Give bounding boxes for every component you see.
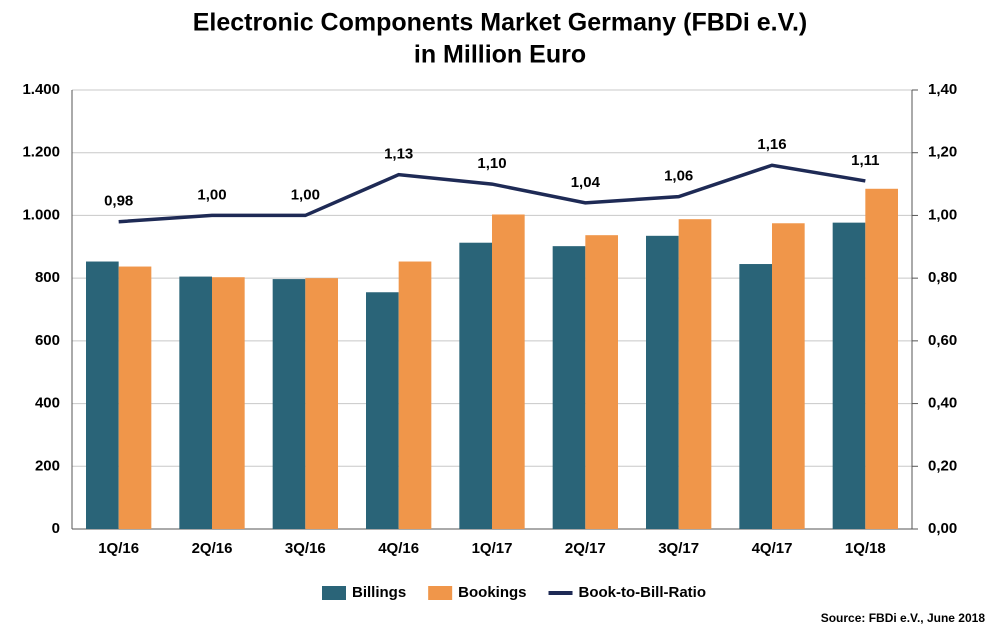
legend-swatch — [322, 586, 346, 600]
y2-tick-label: 0,40 — [928, 395, 957, 412]
y-tick-label: 1.400 — [22, 81, 60, 98]
x-tick-label: 2Q/16 — [192, 540, 233, 557]
x-tick-label: 3Q/17 — [658, 540, 699, 557]
data-label: 1,10 — [477, 155, 506, 172]
bar — [305, 278, 338, 529]
data-label: 1,11 — [851, 152, 879, 169]
x-tick-label: 4Q/17 — [752, 540, 793, 557]
y2-tick-label: 0,80 — [928, 269, 957, 286]
bar — [459, 242, 492, 529]
bar — [492, 214, 525, 529]
data-label: 1,06 — [664, 168, 693, 185]
y-tick-label: 200 — [35, 457, 60, 474]
y-tick-label: 1.200 — [22, 144, 60, 161]
bar — [772, 223, 805, 529]
legend-swatch — [428, 586, 453, 600]
bar — [832, 222, 866, 529]
y2-tick-label: 1,40 — [928, 81, 957, 98]
legend-label: Bookings — [458, 584, 526, 601]
y2-tick-label: 0,60 — [928, 332, 957, 349]
bar — [739, 264, 772, 529]
y2-tick-label: 1,20 — [928, 144, 957, 161]
bar — [865, 188, 898, 529]
x-tick-label: 3Q/16 — [285, 540, 326, 557]
y-tick-label: 0 — [52, 520, 60, 537]
line — [118, 163, 866, 224]
bar — [118, 266, 152, 529]
bar — [585, 235, 618, 529]
bar — [398, 261, 432, 529]
bar — [678, 219, 712, 530]
data-label: 1,00 — [291, 186, 320, 203]
y-tick-label: 1.000 — [22, 206, 60, 223]
bar — [646, 235, 679, 529]
x-tick-label: 1Q/18 — [845, 540, 886, 557]
legend-label: Book-to-Bill-Ratio — [579, 584, 706, 601]
data-label: 1,16 — [757, 136, 786, 153]
y2-tick-label: 0,00 — [928, 520, 957, 537]
x-tick-label: 1Q/16 — [98, 540, 139, 557]
y-tick-label: 800 — [35, 269, 60, 286]
bar — [179, 276, 212, 529]
y2-tick-label: 0,20 — [928, 457, 957, 474]
bar — [272, 279, 306, 529]
chart-title: Electronic Components Market Germany (FB… — [193, 9, 808, 37]
data-label: 0,98 — [104, 193, 133, 210]
source: Source: FBDi e.V., June 2018 — [821, 611, 986, 625]
bar — [552, 246, 586, 529]
data-label: 1,13 — [384, 146, 413, 163]
x-tick-label: 1Q/17 — [472, 540, 513, 557]
x-tick-label: 4Q/16 — [378, 540, 419, 557]
chart-subtitle: in Million Euro — [414, 41, 586, 69]
y2-tick-label: 1,00 — [928, 206, 957, 223]
y-tick-label: 400 — [35, 395, 60, 412]
data-label: 1,00 — [197, 186, 226, 203]
bar — [86, 261, 119, 529]
bar — [366, 292, 399, 529]
bar — [212, 277, 245, 529]
y-tick-label: 600 — [35, 332, 60, 349]
x-tick-label: 2Q/17 — [565, 540, 606, 557]
data-label: 1,04 — [571, 174, 601, 191]
legend-label: Billings — [352, 584, 406, 601]
